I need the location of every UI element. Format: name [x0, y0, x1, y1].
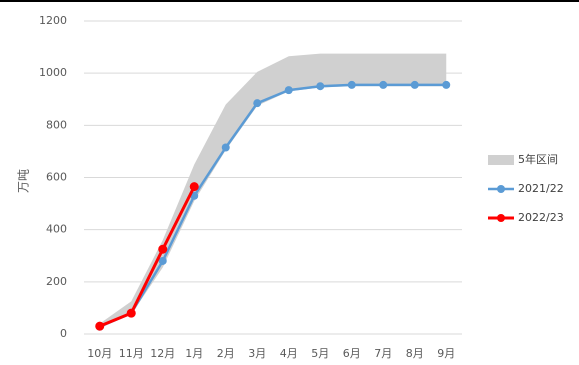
- data-point: [158, 256, 167, 265]
- x-tick-label: 1月: [185, 347, 203, 360]
- band-area: [99, 53, 447, 328]
- x-tick-label: 9月: [437, 347, 455, 360]
- x-tick-label: 12月: [150, 347, 175, 360]
- x-tick-label: 5月: [311, 347, 329, 360]
- y-axis-label: 万吨: [17, 169, 31, 193]
- y-tick-label: 800: [46, 118, 67, 131]
- y-tick-label: 1200: [39, 14, 67, 27]
- data-point: [158, 244, 168, 254]
- data-point: [347, 80, 356, 89]
- data-point: [442, 80, 451, 89]
- data-point: [284, 86, 293, 95]
- legend-marker: [497, 185, 505, 193]
- legend-label: 2022/23: [518, 211, 564, 224]
- y-tick-label: 400: [46, 223, 67, 236]
- x-tick-label: 7月: [374, 347, 392, 360]
- data-point: [316, 82, 325, 91]
- five-year-range-band: [99, 53, 447, 328]
- y-tick-label: 600: [46, 171, 67, 184]
- y-tick-label: 1000: [39, 66, 67, 79]
- x-axis-ticks: 10月 11月 12月 1月 2月 3月 4月 5月 6月 7月 8月 9月: [87, 347, 455, 360]
- y-axis-ticks: 0 200 400 600 800 1000 1200: [39, 14, 67, 340]
- x-tick-label: 11月: [119, 347, 144, 360]
- data-point: [95, 321, 105, 331]
- data-point: [126, 308, 136, 318]
- data-point: [253, 99, 262, 108]
- series-lines: [95, 80, 451, 331]
- legend-item-series-1: 2021/22: [488, 182, 564, 195]
- data-point: [379, 80, 388, 89]
- x-tick-label: 2月: [217, 347, 235, 360]
- series-2: [95, 182, 199, 331]
- legend-item-band: 5年区间: [488, 152, 558, 166]
- data-point: [221, 143, 230, 152]
- y-tick-label: 200: [46, 275, 67, 288]
- series-line: [99, 185, 196, 328]
- legend-item-series-2: 2022/23: [488, 211, 564, 224]
- x-tick-label: 3月: [248, 347, 266, 360]
- legend-swatch: [488, 155, 514, 165]
- legend-label: 5年区间: [518, 152, 558, 166]
- x-tick-label: 4月: [280, 347, 298, 360]
- x-tick-label: 6月: [343, 347, 361, 360]
- legend: 5年区间 2021/22 2022/23: [488, 152, 564, 224]
- y-tick-label: 0: [60, 327, 67, 340]
- data-point: [410, 80, 419, 89]
- legend-marker: [497, 214, 505, 222]
- series-1: [95, 80, 451, 331]
- x-tick-label: 10月: [87, 347, 112, 360]
- data-point: [189, 182, 199, 192]
- legend-label: 2021/22: [518, 182, 564, 195]
- series-line: [99, 83, 447, 328]
- x-tick-label: 8月: [406, 347, 424, 360]
